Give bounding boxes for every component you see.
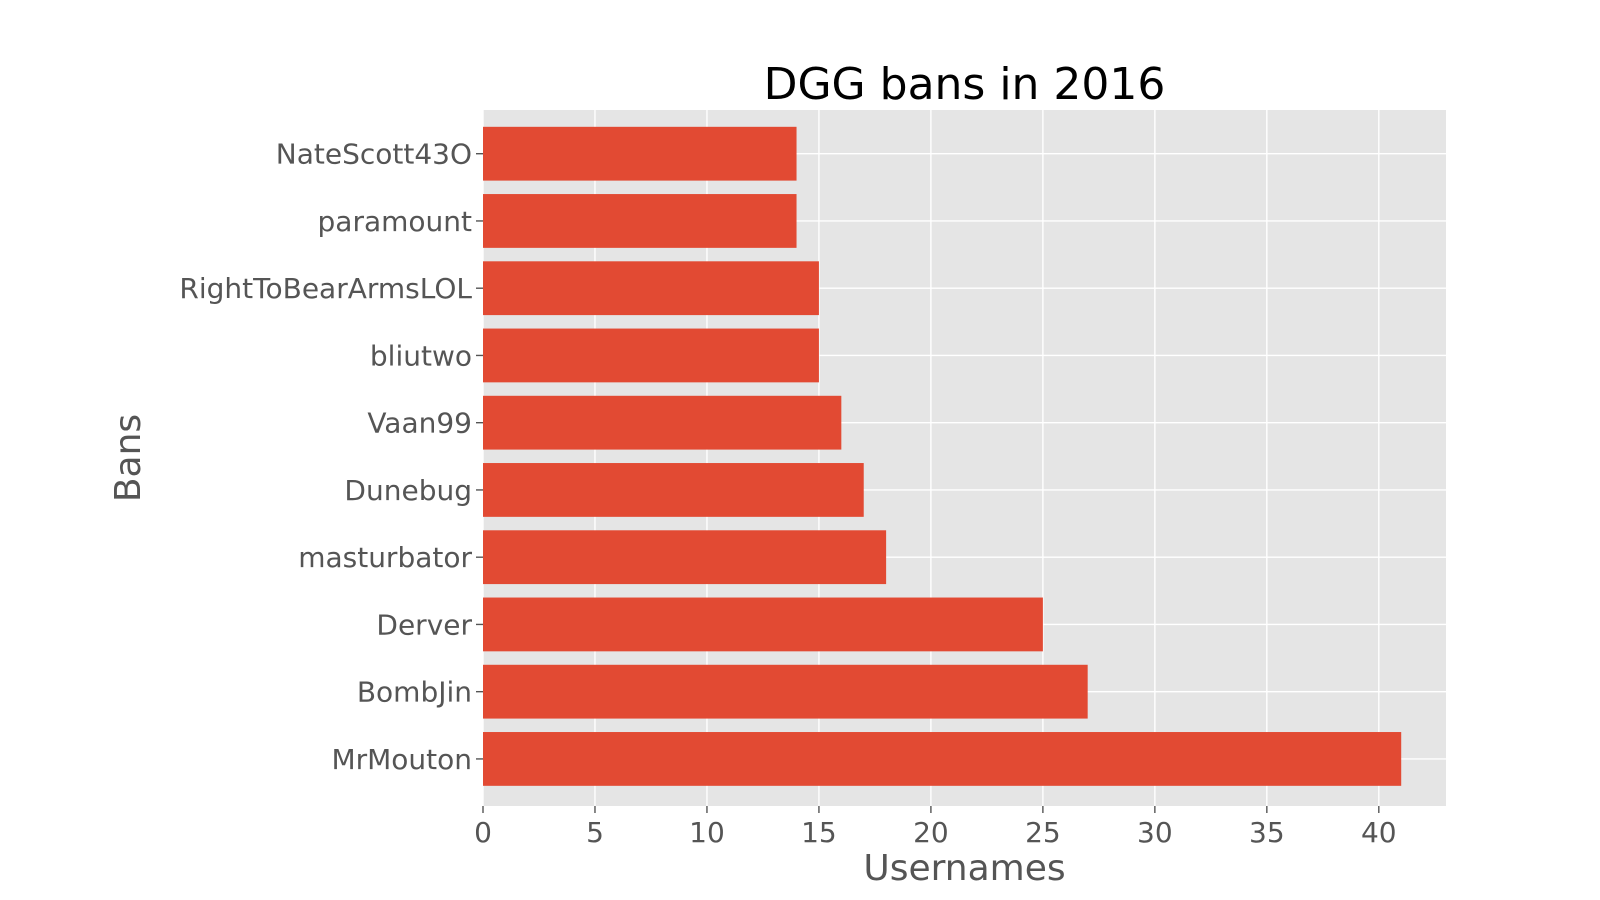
bar-masturbator	[483, 530, 887, 585]
y-tick-label: bliutwo	[370, 339, 472, 372]
x-tick-label: 20	[913, 816, 949, 849]
y-tick-label: masturbator	[298, 541, 472, 574]
bar-NateScott43O	[483, 126, 797, 181]
x-tick-label: 10	[689, 816, 725, 849]
x-axis-label: Usernames	[863, 848, 1065, 889]
bar-RightToBearArmsLOL	[483, 261, 819, 316]
x-tick-label: 25	[1025, 816, 1061, 849]
x-tick-label: 40	[1361, 816, 1397, 849]
bar-MrMouton	[483, 732, 1402, 786]
bar-Dunebug	[483, 463, 864, 517]
chart-title: DGG bans in 2016	[764, 59, 1166, 110]
y-tick-label: Derver	[376, 608, 472, 641]
y-axis-label: Bans	[108, 414, 149, 502]
bar-bliutwo	[483, 328, 819, 383]
x-tick-label: 15	[801, 816, 837, 849]
x-axis-ticks: 0 5 10 15 20 25 30 35 40	[474, 806, 1397, 849]
y-tick-label: Vaan99	[367, 407, 472, 440]
y-tick-label: RightToBearArmsLOL	[179, 272, 472, 305]
y-tick-label: BombJin	[357, 676, 472, 709]
y-tick-label: MrMouton	[331, 743, 472, 776]
x-tick-label: 0	[474, 816, 492, 849]
x-tick-label: 35	[1249, 816, 1285, 849]
bar-Vaan99	[483, 395, 842, 450]
y-tick-label: Dunebug	[344, 474, 472, 507]
y-tick-label: paramount	[318, 205, 473, 238]
bar-Derver	[483, 597, 1043, 652]
bar-BombJin	[483, 664, 1088, 719]
x-tick-label: 30	[1137, 816, 1173, 849]
x-tick-label: 5	[586, 816, 604, 849]
bar-paramount	[483, 194, 797, 248]
y-axis-ticks: MrMouton BombJin Derver masturbator Dunebug V…	[179, 138, 483, 776]
y-tick-label: NateScott43O	[276, 138, 472, 171]
bar-layer	[483, 126, 1402, 786]
